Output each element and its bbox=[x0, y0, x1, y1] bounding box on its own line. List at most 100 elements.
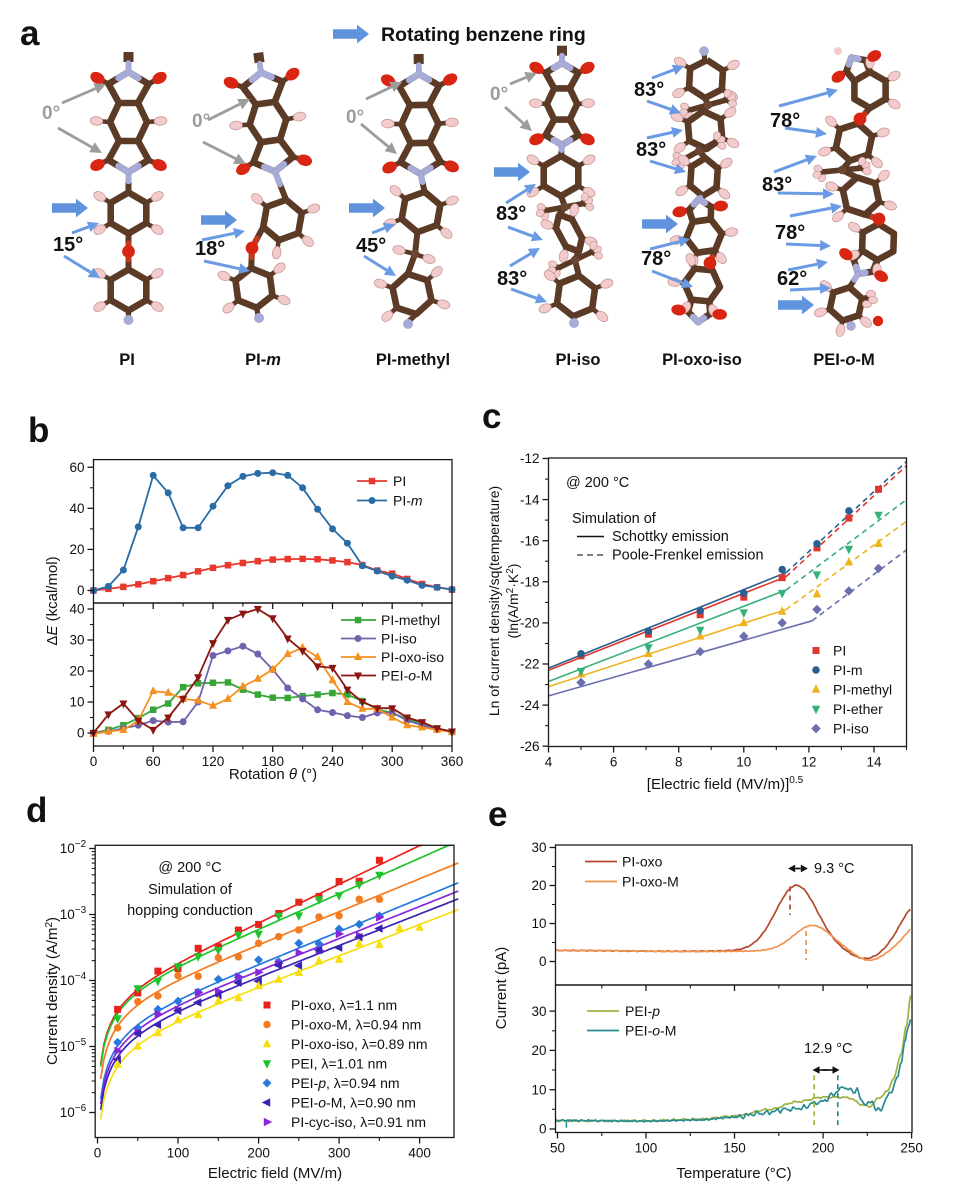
svg-text:Schottky emission: Schottky emission bbox=[612, 529, 729, 545]
svg-text:14: 14 bbox=[866, 755, 882, 770]
svg-text:18°: 18° bbox=[195, 238, 225, 260]
svg-text:PI: PI bbox=[393, 473, 406, 489]
svg-text:Ln of current density/sq(tempe: Ln of current density/sq(temperature) bbox=[486, 486, 502, 716]
svg-text:180: 180 bbox=[261, 754, 284, 769]
svg-text:Simulation of: Simulation of bbox=[148, 882, 233, 898]
svg-text:83°: 83° bbox=[497, 268, 527, 290]
svg-text:0: 0 bbox=[94, 1146, 102, 1161]
svg-text:Current (pA): Current (pA) bbox=[493, 947, 510, 1030]
svg-text:6: 6 bbox=[610, 755, 618, 770]
svg-text:30: 30 bbox=[69, 633, 84, 648]
svg-text:8: 8 bbox=[675, 755, 683, 770]
svg-text:PI-methyl: PI-methyl bbox=[381, 612, 440, 628]
svg-text:0°: 0° bbox=[42, 103, 60, 124]
svg-text:45°: 45° bbox=[356, 235, 386, 257]
svg-text:PI: PI bbox=[119, 351, 135, 369]
svg-text:0: 0 bbox=[539, 1122, 547, 1137]
svg-text:PI-cyc-iso, λ=0.91 nm: PI-cyc-iso, λ=0.91 nm bbox=[291, 1114, 426, 1130]
svg-text:300: 300 bbox=[381, 754, 404, 769]
svg-text:-22: -22 bbox=[520, 657, 540, 672]
svg-text:@ 200 °C: @ 200 °C bbox=[158, 860, 221, 876]
svg-text:PI-iso: PI-iso bbox=[381, 631, 417, 647]
svg-text:PEI-p, λ=0.94 nm: PEI-p, λ=0.94 nm bbox=[291, 1075, 400, 1091]
svg-text:-20: -20 bbox=[520, 616, 540, 631]
svg-text:PI-oxo-iso: PI-oxo-iso bbox=[662, 351, 742, 369]
svg-text:PI-methyl: PI-methyl bbox=[833, 682, 892, 698]
svg-text:Rotating benzene ring: Rotating benzene ring bbox=[381, 24, 586, 46]
svg-text:PEI-o-M: PEI-o-M bbox=[813, 351, 874, 369]
svg-text:0°: 0° bbox=[192, 111, 210, 132]
svg-text:(ln(A/m2·K2): (ln(A/m2·K2) bbox=[505, 564, 521, 639]
svg-text:10−6: 10−6 bbox=[60, 1103, 87, 1120]
svg-text:60: 60 bbox=[146, 754, 161, 769]
svg-text:20: 20 bbox=[531, 878, 546, 893]
svg-text:d: d bbox=[26, 791, 47, 830]
svg-text:PEI-o-M, λ=0.90 nm: PEI-o-M, λ=0.90 nm bbox=[291, 1095, 416, 1111]
svg-text:ΔE (kcal/mol): ΔE (kcal/mol) bbox=[44, 556, 61, 645]
svg-text:360: 360 bbox=[441, 754, 464, 769]
svg-text:0°: 0° bbox=[490, 84, 508, 105]
svg-text:40: 40 bbox=[69, 501, 84, 516]
svg-text:PI-oxo, λ=1.1 nm: PI-oxo, λ=1.1 nm bbox=[291, 997, 397, 1013]
svg-text:PI-iso: PI-iso bbox=[556, 351, 601, 369]
svg-text:0: 0 bbox=[77, 726, 85, 741]
svg-text:Temperature (°C): Temperature (°C) bbox=[676, 1165, 791, 1182]
svg-text:a: a bbox=[20, 14, 40, 53]
svg-text:-16: -16 bbox=[520, 533, 540, 548]
svg-text:[Electric field (MV/m)]0.5: [Electric field (MV/m)]0.5 bbox=[647, 775, 804, 793]
svg-text:12.9 °C: 12.9 °C bbox=[804, 1041, 853, 1057]
svg-text:20: 20 bbox=[69, 542, 84, 557]
svg-text:PEI, λ=1.01 nm: PEI, λ=1.01 nm bbox=[291, 1056, 387, 1072]
svg-text:12: 12 bbox=[801, 755, 816, 770]
svg-text:83°: 83° bbox=[636, 139, 666, 161]
svg-text:PI-oxo-iso, λ=0.89 nm: PI-oxo-iso, λ=0.89 nm bbox=[291, 1036, 428, 1052]
svg-text:PI-methyl: PI-methyl bbox=[376, 351, 450, 369]
svg-text:78°: 78° bbox=[770, 110, 800, 132]
svg-text:120: 120 bbox=[202, 754, 225, 769]
svg-text:83°: 83° bbox=[496, 203, 526, 225]
svg-text:10: 10 bbox=[531, 916, 546, 931]
svg-text:PI-m: PI-m bbox=[393, 493, 423, 509]
svg-text:30: 30 bbox=[531, 840, 546, 855]
svg-text:200: 200 bbox=[247, 1146, 270, 1161]
svg-text:9.3 °C: 9.3 °C bbox=[814, 861, 854, 877]
svg-text:-14: -14 bbox=[520, 492, 540, 507]
svg-text:250: 250 bbox=[900, 1141, 923, 1156]
svg-text:Poole-Frenkel emission: Poole-Frenkel emission bbox=[612, 548, 764, 564]
svg-text:PI-ether: PI-ether bbox=[833, 701, 883, 717]
svg-text:PI-oxo-iso: PI-oxo-iso bbox=[381, 649, 444, 665]
svg-text:300: 300 bbox=[328, 1146, 351, 1161]
svg-text:78°: 78° bbox=[775, 222, 805, 244]
svg-text:0: 0 bbox=[77, 583, 85, 598]
svg-text:0: 0 bbox=[539, 954, 547, 969]
svg-text:b: b bbox=[28, 411, 49, 450]
svg-text:PI-oxo-M: PI-oxo-M bbox=[622, 874, 679, 890]
svg-text:e: e bbox=[488, 795, 507, 834]
svg-text:Simulation of: Simulation of bbox=[572, 511, 657, 527]
svg-text:-18: -18 bbox=[520, 575, 540, 590]
svg-text:4: 4 bbox=[545, 755, 553, 770]
svg-text:150: 150 bbox=[723, 1141, 746, 1156]
svg-text:@ 200 °C: @ 200 °C bbox=[566, 475, 629, 491]
svg-text:PEI-p: PEI-p bbox=[625, 1003, 660, 1019]
svg-text:60: 60 bbox=[69, 460, 84, 475]
svg-text:50: 50 bbox=[550, 1141, 565, 1156]
svg-text:10−5: 10−5 bbox=[60, 1037, 87, 1054]
svg-text:20: 20 bbox=[69, 664, 84, 679]
svg-text:83°: 83° bbox=[762, 174, 792, 196]
svg-text:400: 400 bbox=[408, 1146, 431, 1161]
svg-text:PI-m: PI-m bbox=[833, 662, 863, 678]
svg-text:10: 10 bbox=[69, 695, 84, 710]
svg-text:10: 10 bbox=[531, 1082, 546, 1097]
svg-text:10: 10 bbox=[736, 755, 751, 770]
svg-text:0: 0 bbox=[90, 754, 98, 769]
svg-text:15°: 15° bbox=[53, 234, 83, 256]
svg-text:PI-iso: PI-iso bbox=[833, 721, 869, 737]
svg-text:PI-oxo: PI-oxo bbox=[622, 854, 663, 870]
svg-text:240: 240 bbox=[321, 754, 344, 769]
svg-text:Rotation θ (°): Rotation θ (°) bbox=[229, 766, 317, 783]
svg-text:PI-m: PI-m bbox=[245, 351, 281, 369]
svg-text:200: 200 bbox=[812, 1141, 835, 1156]
svg-text:Electric field (MV/m): Electric field (MV/m) bbox=[208, 1165, 342, 1182]
svg-text:10−2: 10−2 bbox=[60, 839, 87, 856]
